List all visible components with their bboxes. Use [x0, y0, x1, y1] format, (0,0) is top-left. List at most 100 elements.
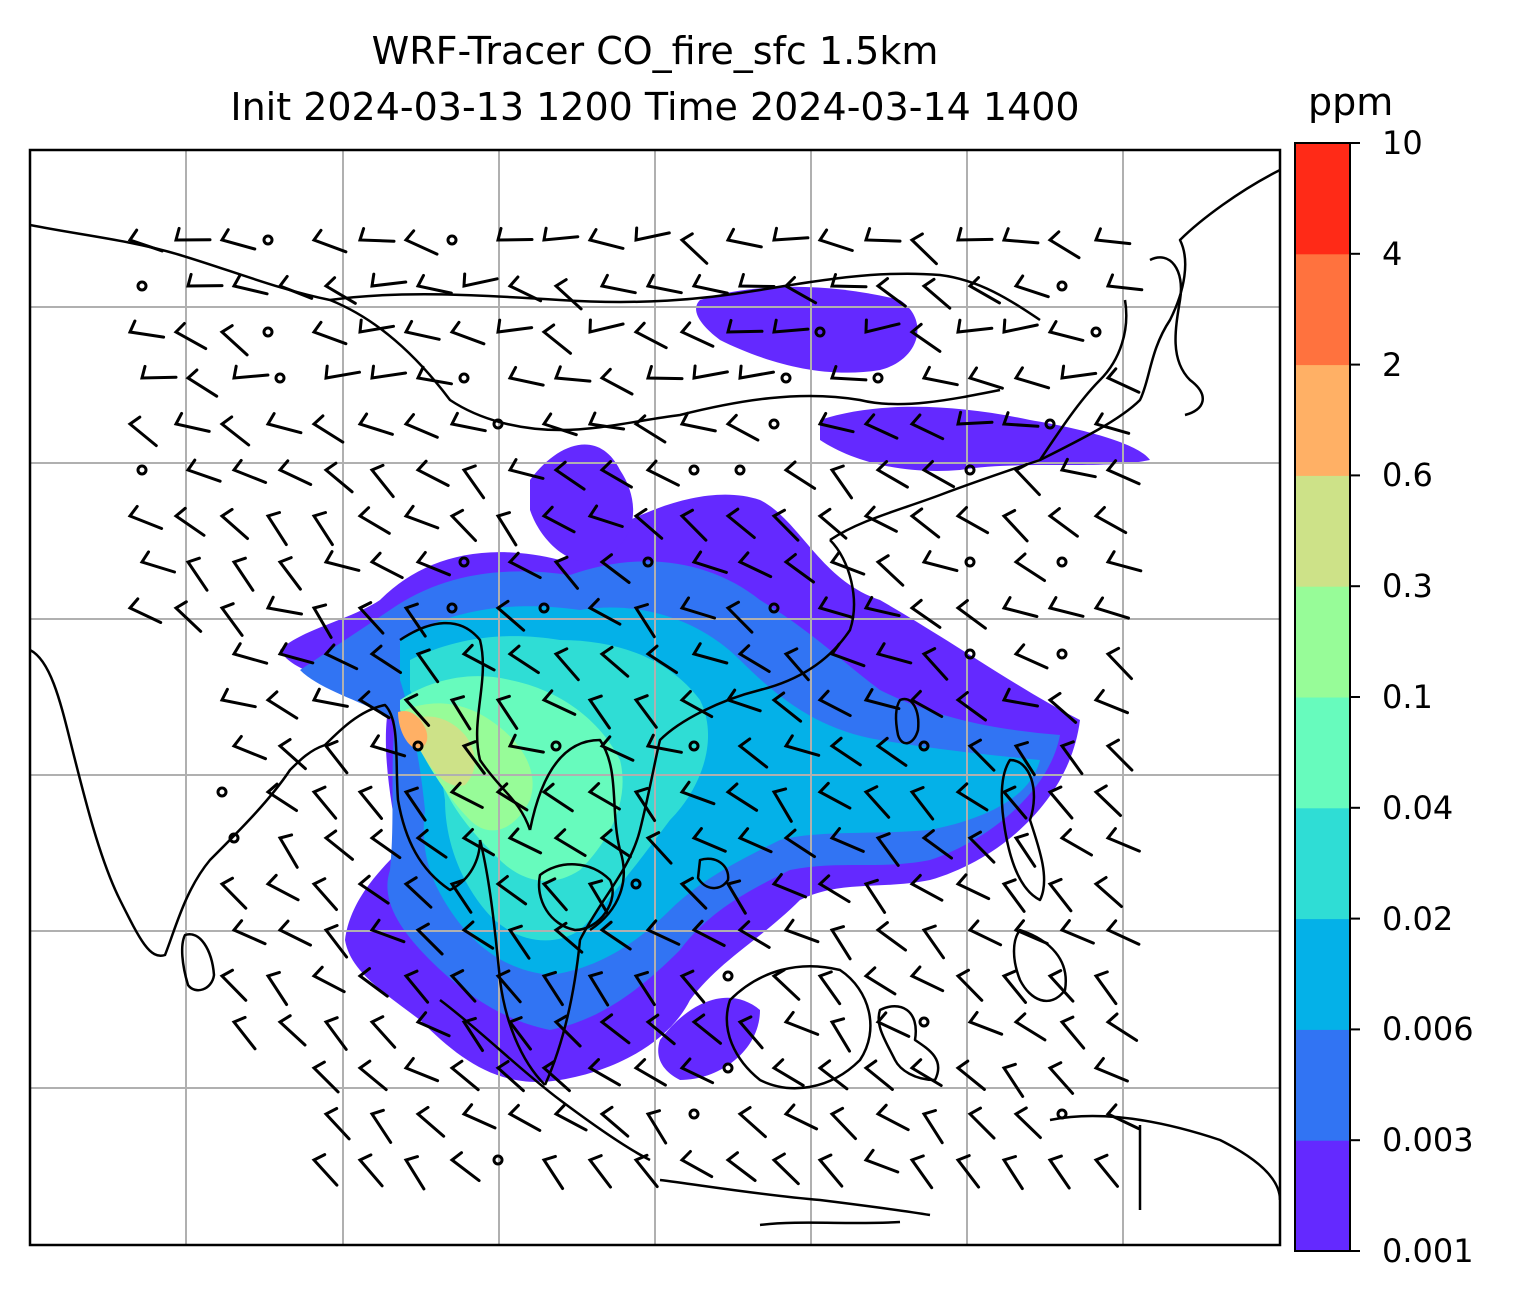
- wind-barb: [1047, 230, 1081, 260]
- wind-barb: [1093, 227, 1132, 246]
- wind-barb: [691, 642, 729, 665]
- wind-barb: [173, 411, 211, 433]
- wind-barb: [553, 1014, 582, 1048]
- japan: [1149, 256, 1204, 417]
- wind-barb: [311, 687, 349, 708]
- calm-wind-circle: [446, 602, 458, 614]
- wind-barb: [403, 229, 439, 256]
- wind-barb: [415, 648, 440, 684]
- wind-barb: [495, 511, 518, 547]
- wind-barb: [449, 969, 477, 1003]
- calm-wind-circle: [136, 280, 148, 292]
- colorbar-tick-label: 0.1: [1382, 678, 1433, 716]
- calm-wind-circle: [918, 740, 930, 752]
- wind-barb: [863, 878, 887, 914]
- wind-barb: [587, 228, 625, 250]
- wind-barb: [357, 412, 394, 436]
- wind-barb: [219, 876, 248, 910]
- wind-barb: [863, 227, 902, 243]
- wind-barb: [1047, 877, 1073, 913]
- wind-barb: [645, 273, 683, 295]
- colorbar-tick-label: 0.04: [1382, 788, 1454, 827]
- calm-wind-circle: [814, 326, 826, 338]
- wind-barb: [541, 877, 568, 912]
- wind-barb: [323, 829, 354, 861]
- wind-barb: [127, 319, 166, 339]
- wind-barb: [921, 277, 952, 310]
- wind-barb: [771, 508, 800, 542]
- lesser-sunda: [759, 1220, 901, 1227]
- new-guinea: [1049, 1114, 1280, 1201]
- wind-barb: [231, 735, 267, 761]
- wind-barb: [507, 365, 545, 387]
- wind-barb: [1047, 691, 1078, 724]
- wind-barb: [1105, 646, 1133, 681]
- wind-barbs: [127, 226, 1144, 1191]
- wind-barb: [311, 965, 346, 994]
- wind-barb: [587, 504, 624, 528]
- wind-barb: [817, 874, 851, 904]
- wind-barb: [265, 970, 289, 1006]
- wind-barb: [829, 736, 862, 767]
- colorbar-segment: [1295, 364, 1350, 476]
- wind-barb: [817, 1059, 849, 1091]
- wind-barb: [323, 924, 349, 959]
- mongolia-border: [329, 272, 1041, 322]
- wind-barb: [829, 550, 866, 576]
- wind-barb: [449, 781, 484, 809]
- wind-barb: [140, 364, 178, 380]
- wind-barb: [403, 319, 441, 341]
- wind-barb: [588, 318, 625, 334]
- wind-barb: [507, 644, 540, 675]
- wind-barb: [679, 411, 717, 433]
- wind-barb: [495, 599, 526, 632]
- wind-barb: [863, 688, 901, 711]
- calm-wind-circle: [1056, 648, 1068, 660]
- wind-barb: [1093, 970, 1118, 1006]
- colorbar-segment: [1295, 807, 1350, 920]
- wind-barb: [633, 321, 668, 350]
- wind-barb: [265, 690, 299, 720]
- wind-barb: [829, 642, 866, 668]
- colorbar-tick-label: 10: [1382, 124, 1423, 162]
- wind-barb: [1013, 1012, 1047, 1042]
- wind-barb: [277, 738, 307, 771]
- wind-barb: [1001, 596, 1039, 618]
- wind-barb: [771, 968, 801, 1001]
- wind-barb: [277, 1014, 307, 1047]
- calm-wind-circle: [492, 1154, 504, 1166]
- wind-barb: [1059, 828, 1093, 857]
- wind-barb: [185, 556, 209, 592]
- wind-barb: [369, 734, 407, 758]
- wind-barb: [679, 321, 715, 348]
- wind-barb: [633, 694, 658, 729]
- wind-barb: [1001, 878, 1026, 913]
- wind-barb: [634, 226, 671, 242]
- wind-barb: [1105, 919, 1141, 946]
- wind-barb: [415, 273, 453, 295]
- wind-barb: [726, 318, 764, 334]
- wind-barb: [967, 276, 1001, 305]
- wind-barb: [633, 507, 664, 540]
- wind-barb: [1105, 367, 1141, 394]
- wind-barb: [449, 411, 487, 433]
- wind-barb: [737, 551, 773, 579]
- wind-barb: [1047, 785, 1074, 820]
- wind-barb: [370, 364, 408, 380]
- wind-barb: [875, 1103, 910, 1132]
- wind-barb: [863, 595, 901, 618]
- wind-barb: [1105, 1012, 1139, 1042]
- wind-barb: [967, 366, 1004, 390]
- wind-barb: [496, 226, 534, 242]
- wind-barb: [587, 782, 621, 811]
- wind-barb: [541, 1154, 565, 1190]
- wind-barb: [679, 876, 708, 910]
- sri-lanka: [180, 932, 216, 992]
- wind-barb: [875, 460, 909, 489]
- wind-barb: [449, 695, 472, 731]
- wind-barb: [219, 228, 257, 251]
- wind-barb: [1059, 1015, 1086, 1050]
- wind-barb: [909, 786, 935, 821]
- wind-barb: [449, 320, 486, 346]
